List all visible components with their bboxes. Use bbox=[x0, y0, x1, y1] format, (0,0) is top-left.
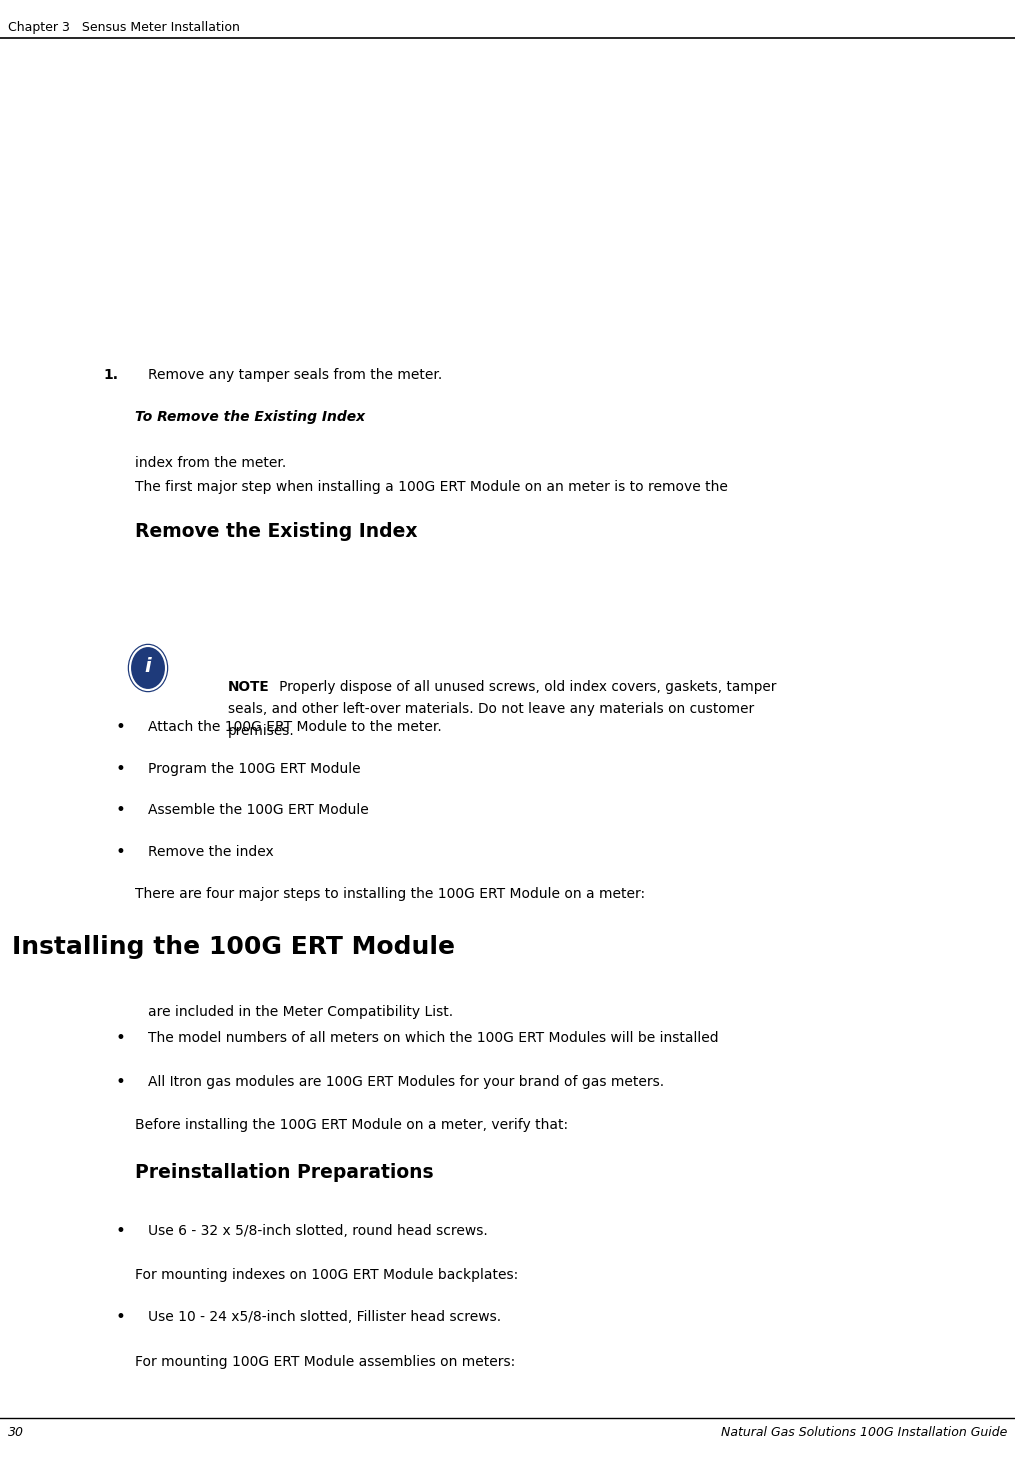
Text: 1.: 1. bbox=[103, 368, 118, 383]
Text: •: • bbox=[115, 1222, 125, 1240]
Text: Program the 100G ERT Module: Program the 100G ERT Module bbox=[148, 762, 360, 777]
Text: 30: 30 bbox=[8, 1425, 24, 1438]
Text: Installing the 100G ERT Module: Installing the 100G ERT Module bbox=[12, 934, 455, 959]
Text: •: • bbox=[115, 842, 125, 861]
Text: Remove the Existing Index: Remove the Existing Index bbox=[135, 523, 417, 542]
Text: index from the meter.: index from the meter. bbox=[135, 456, 286, 470]
Text: i: i bbox=[145, 657, 151, 676]
Text: Attach the 100G ERT Module to the meter.: Attach the 100G ERT Module to the meter. bbox=[148, 720, 442, 734]
Text: The model numbers of all meters on which the 100G ERT Modules will be installed: The model numbers of all meters on which… bbox=[148, 1031, 719, 1045]
Text: •: • bbox=[115, 1029, 125, 1047]
Text: •: • bbox=[115, 1308, 125, 1326]
Text: All Itron gas modules are 100G ERT Modules for your brand of gas meters.: All Itron gas modules are 100G ERT Modul… bbox=[148, 1075, 664, 1089]
Text: There are four major steps to installing the 100G ERT Module on a meter:: There are four major steps to installing… bbox=[135, 888, 646, 901]
Text: Preinstallation Preparations: Preinstallation Preparations bbox=[135, 1164, 433, 1183]
Text: Chapter 3   Sensus Meter Installation: Chapter 3 Sensus Meter Installation bbox=[8, 22, 240, 35]
Text: NOTE: NOTE bbox=[228, 680, 270, 694]
Text: seals, and other left-over materials. Do not leave any materials on customer: seals, and other left-over materials. Do… bbox=[228, 702, 754, 715]
Text: Remove any tamper seals from the meter.: Remove any tamper seals from the meter. bbox=[148, 368, 443, 383]
Text: Before installing the 100G ERT Module on a meter, verify that:: Before installing the 100G ERT Module on… bbox=[135, 1118, 568, 1132]
Text: •: • bbox=[115, 761, 125, 778]
Text: Natural Gas Solutions 100G Installation Guide: Natural Gas Solutions 100G Installation … bbox=[721, 1425, 1007, 1438]
Text: are included in the Meter Compatibility List.: are included in the Meter Compatibility … bbox=[148, 1004, 453, 1019]
Text: Use 10 - 24 x5/8-inch slotted, Fillister head screws.: Use 10 - 24 x5/8-inch slotted, Fillister… bbox=[148, 1310, 501, 1324]
Text: •: • bbox=[115, 1073, 125, 1091]
Text: The first major step when installing a 100G ERT Module on an meter is to remove : The first major step when installing a 1… bbox=[135, 480, 728, 493]
Text: For mounting 100G ERT Module assemblies on meters:: For mounting 100G ERT Module assemblies … bbox=[135, 1355, 516, 1369]
Text: Assemble the 100G ERT Module: Assemble the 100G ERT Module bbox=[148, 803, 368, 818]
Text: •: • bbox=[115, 802, 125, 819]
Text: premises.: premises. bbox=[228, 724, 294, 737]
Text: For mounting indexes on 100G ERT Module backplates:: For mounting indexes on 100G ERT Module … bbox=[135, 1267, 519, 1282]
Text: •: • bbox=[115, 718, 125, 736]
Text: To Remove the Existing Index: To Remove the Existing Index bbox=[135, 410, 365, 423]
Ellipse shape bbox=[126, 642, 170, 694]
Text: Properly dispose of all unused screws, old index covers, gaskets, tamper: Properly dispose of all unused screws, o… bbox=[266, 680, 776, 694]
Text: Use 6 - 32 x 5/8-inch slotted, round head screws.: Use 6 - 32 x 5/8-inch slotted, round hea… bbox=[148, 1223, 488, 1238]
Text: Remove the index: Remove the index bbox=[148, 845, 274, 858]
